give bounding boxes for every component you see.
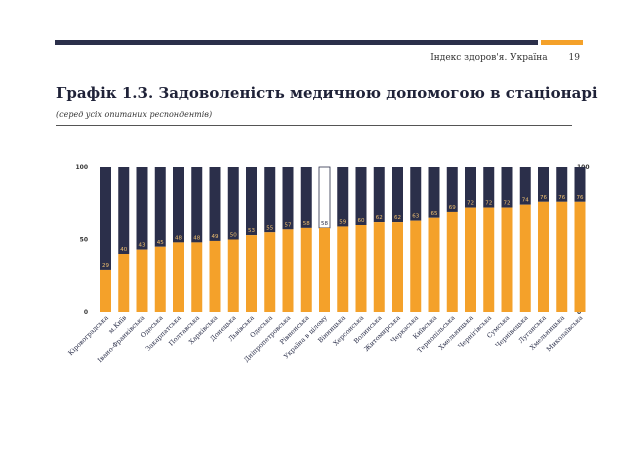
bar-remainder	[154, 167, 166, 247]
bar-satisfied	[373, 222, 385, 312]
bar-value-label: 49	[212, 234, 219, 240]
bar-value-label: 53	[248, 228, 255, 234]
bar-value-label: 74	[522, 198, 529, 204]
bar-satisfied	[264, 232, 276, 312]
bar-satisfied	[100, 269, 111, 312]
bar-value-label: 45	[157, 240, 164, 246]
bar-value-label: 72	[467, 201, 474, 207]
bar-value-label: 58	[303, 221, 310, 227]
bar-value-label: 60	[358, 218, 365, 224]
bar-satisfied	[519, 204, 531, 312]
bar-value-label: 55	[266, 225, 273, 231]
bar-value-label: 43	[139, 243, 146, 249]
bar-value-label: 48	[193, 235, 200, 241]
bar-remainder	[574, 167, 586, 202]
bar-remainder	[209, 167, 221, 241]
bar-remainder	[410, 167, 422, 221]
bar-remainder	[100, 167, 111, 270]
bar-remainder	[556, 167, 568, 202]
running-header: Індекс здоров'я. Україна 19	[330, 53, 580, 63]
bar-remainder	[373, 167, 385, 223]
bar-satisfied	[246, 235, 257, 312]
bar-value-label: 50	[230, 233, 237, 239]
bar-value-label: 40	[120, 247, 127, 253]
bar-remainder	[501, 167, 513, 208]
title-divider	[56, 125, 572, 126]
bar-remainder	[246, 167, 257, 236]
bar-satisfied	[154, 246, 166, 312]
bar-remainder	[264, 167, 276, 233]
bar-remainder	[300, 167, 312, 228]
bar-remainder	[355, 167, 367, 225]
header-bar-dark	[55, 40, 538, 45]
bar-satisfied	[538, 201, 549, 312]
y-tick-label-left: 50	[80, 237, 88, 244]
bar-satisfied	[428, 217, 440, 312]
bar-satisfied	[191, 242, 203, 312]
bar-remainder	[337, 167, 349, 227]
bar-satisfied	[392, 222, 403, 312]
bar-value-label: 69	[449, 205, 456, 211]
bar-remainder	[173, 167, 184, 243]
bar-remainder	[282, 167, 294, 230]
bar-satisfied	[556, 201, 568, 312]
publication-title: Індекс здоров'я. Україна	[430, 53, 548, 63]
header-bar-accent	[541, 40, 583, 45]
y-tick-label-left: 0	[84, 309, 88, 316]
bar-remainder	[136, 167, 148, 250]
bar-value-label: 65	[431, 211, 438, 217]
bar-satisfied	[227, 239, 239, 312]
bar-remainder	[191, 167, 203, 243]
bar-value-label: 72	[504, 201, 511, 207]
y-tick-label-left: 100	[75, 164, 88, 171]
bar-value-label: 63	[412, 214, 419, 220]
bar-satisfied	[300, 227, 312, 312]
bar-satisfied	[173, 242, 184, 312]
bar-value-label: 62	[376, 215, 383, 221]
bar-value-label: 57	[285, 222, 292, 228]
bar-satisfied	[483, 207, 495, 312]
bar-satisfied	[282, 229, 294, 312]
bar-satisfied	[118, 254, 130, 312]
bar-satisfied	[355, 225, 367, 312]
bar-satisfied	[574, 201, 586, 312]
bar-remainder	[392, 167, 403, 223]
bar-satisfied	[501, 207, 513, 312]
y-tick-label-right: 0	[577, 309, 581, 316]
bar-value-label: 76	[577, 195, 584, 201]
bar-satisfied	[209, 240, 221, 312]
bar-satisfied	[136, 249, 148, 312]
bar-remainder	[318, 166, 331, 229]
chart-title: Графік 1.3. Задоволеність медичною допом…	[56, 84, 598, 102]
bar-satisfied	[337, 226, 349, 312]
bar-remainder	[428, 167, 440, 218]
bar-value-label: 62	[394, 215, 401, 221]
bar-value-label: 72	[485, 201, 492, 207]
bar-remainder	[519, 167, 531, 205]
bar-satisfied	[446, 211, 458, 312]
bar-satisfied	[410, 220, 422, 312]
chart-subtitle: (серед усіх опитаних респондентів)	[56, 110, 213, 119]
bar-value-label: 29	[102, 263, 109, 269]
bar-remainder	[483, 167, 495, 208]
bar-remainder	[465, 167, 476, 208]
bar-satisfied	[465, 207, 476, 312]
page-number: 19	[568, 53, 580, 63]
bar-remainder	[538, 167, 549, 202]
bar-remainder	[227, 167, 239, 240]
bar-value-label: 76	[558, 195, 565, 201]
bar-value-label: 48	[175, 235, 182, 241]
bar-remainder	[118, 167, 130, 254]
bar-value-label: 76	[540, 195, 547, 201]
bar-value-label: 59	[339, 219, 346, 225]
bar-remainder	[446, 167, 458, 212]
bar-value-label: 58	[321, 221, 328, 227]
bar-satisfied	[319, 227, 330, 312]
